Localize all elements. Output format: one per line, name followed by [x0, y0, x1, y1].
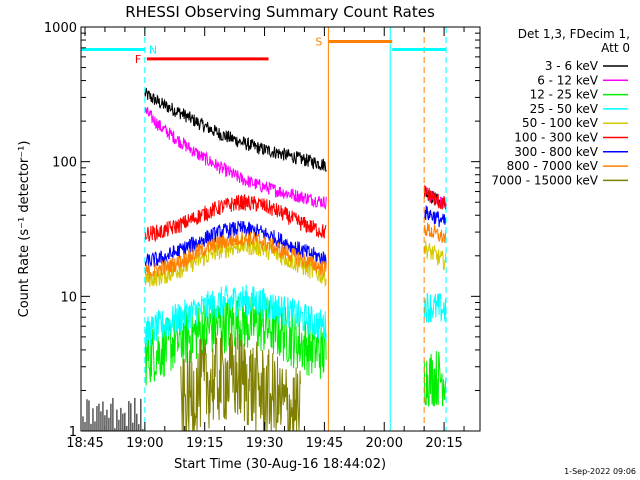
night-label: N — [149, 44, 157, 57]
x-axis-label: Start Time (30-Aug-16 18:44:02) — [174, 457, 386, 472]
legend-header-1: Det 1,3, FDecim 1, — [518, 27, 630, 41]
y-tick-label: 1 — [69, 425, 77, 440]
legend-label: 300 - 800 keV — [514, 145, 598, 159]
x-tick-label: 19:45 — [306, 436, 343, 451]
y-tick-label: 100 — [52, 156, 77, 171]
series-trace — [144, 193, 327, 243]
series-trace — [423, 205, 447, 228]
legend-label: 7000 - 15000 keV — [491, 173, 598, 187]
flare-label: F — [135, 53, 141, 66]
y-tick-label: 10 — [60, 290, 77, 305]
legend-header-2: Att 0 — [601, 41, 630, 55]
x-tick-label: 19:00 — [126, 436, 163, 451]
saa-label: S — [315, 36, 322, 49]
plot-area: FN S — [80, 27, 447, 432]
series-300-800-kev — [144, 205, 447, 269]
low-count-spikes — [80, 397, 144, 431]
axes: 1 10 100 1000 18:45 19:00 19:15 19:30 19:45 20:00… — [44, 21, 480, 451]
legend-label: 800 - 7000 keV — [507, 159, 599, 173]
series-trace — [423, 292, 447, 323]
x-tick-label: 18:45 — [66, 436, 103, 451]
series-800-7000-kev — [144, 222, 447, 280]
y-tick-label: 1000 — [44, 21, 77, 36]
series-6-12-kev — [144, 107, 447, 210]
series-25-50-kev — [144, 284, 447, 348]
x-tick-label: 19:15 — [186, 436, 223, 451]
legend-label: 25 - 50 keV — [530, 102, 599, 116]
legend-label: 6 - 12 keV — [537, 73, 599, 87]
chart-title: RHESSI Observing Summary Count Rates — [125, 3, 435, 21]
y-axis-label: Count Rate (s⁻¹ detector⁻¹) — [17, 141, 32, 318]
legend-label: 100 - 300 keV — [514, 131, 598, 145]
series-trace — [423, 350, 447, 408]
series-trace — [144, 87, 327, 172]
y-axis-label-text: Count Rate (s⁻¹ detector⁻¹) — [17, 141, 32, 318]
series-100-300-kev — [144, 184, 447, 243]
series-trace — [423, 240, 447, 271]
series-trace — [144, 284, 327, 348]
series-trace — [144, 107, 327, 210]
legend-label: 50 - 100 keV — [522, 116, 599, 130]
plot-frame — [80, 26, 481, 432]
legend-label: 12 - 25 keV — [530, 88, 599, 102]
timestamp: 1-Sep-2022 09:06 — [564, 467, 636, 476]
series-trace — [423, 184, 447, 210]
x-tick-label: 20:15 — [425, 436, 462, 451]
x-tick-label: 20:00 — [366, 436, 403, 451]
legend-label: 3 - 6 keV — [545, 59, 599, 73]
series-trace — [423, 222, 447, 244]
x-tick-label: 19:30 — [246, 436, 283, 451]
series-7000-15000-kev — [180, 331, 301, 432]
series-trace — [180, 331, 301, 432]
series-trace — [144, 231, 327, 280]
